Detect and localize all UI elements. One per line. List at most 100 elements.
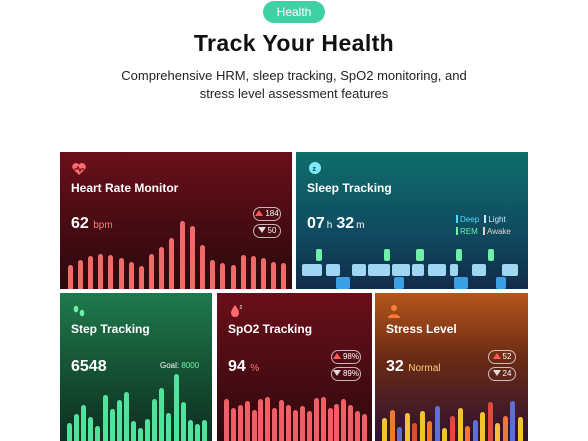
- heart-pulse-icon: [72, 163, 86, 175]
- chart-bar: [434, 406, 440, 441]
- sleep-stage-block: [416, 249, 424, 261]
- chart-bar: [230, 408, 236, 441]
- chart-bar: [382, 418, 388, 441]
- chart-bar: [320, 397, 326, 441]
- sleep-stage-block: [326, 264, 340, 276]
- chart-bar: [123, 392, 129, 441]
- card-title: Heart Rate Monitor: [71, 181, 179, 195]
- chart-bar: [327, 408, 333, 441]
- sleep-stage-block: [392, 264, 410, 276]
- chart-bar: [348, 405, 354, 441]
- step-card: Step Tracking 6548 Goal: 8000: [60, 293, 212, 441]
- chart-bar: [179, 221, 185, 289]
- page-subtitle: Comprehensive HRM, sleep tracking, SpO2 …: [80, 67, 508, 103]
- chart-bar: [465, 426, 471, 441]
- chart-bar: [472, 420, 478, 441]
- chart-bar: [108, 255, 114, 289]
- sleep-stage-block: [472, 264, 486, 276]
- arrow-up-icon: [492, 353, 501, 359]
- chart-bar: [130, 421, 136, 441]
- chart-bar: [210, 260, 216, 289]
- card-title: Step Tracking: [71, 322, 150, 336]
- spo2-card: 2 SpO2 Tracking 94 % 98% 89%: [217, 293, 372, 441]
- sleep-duration: 07 h 32 m: [307, 215, 365, 232]
- svg-text:2: 2: [240, 305, 243, 311]
- arrow-down-icon: [492, 370, 501, 376]
- sleep-stage-block: [394, 277, 404, 289]
- card-title: SpO2 Tracking: [228, 322, 313, 336]
- step-goal: Goal: 8000: [160, 361, 200, 370]
- chart-bar: [419, 411, 425, 441]
- card-title: Sleep Tracking: [307, 181, 392, 195]
- chart-bar: [389, 410, 395, 441]
- chart-bar: [240, 255, 246, 289]
- chart-bar: [299, 406, 305, 441]
- chart-bar: [95, 426, 101, 441]
- chart-bar: [487, 402, 493, 441]
- stress-value: 32 Normal: [386, 358, 441, 375]
- heart-rate-chart: [65, 221, 289, 289]
- chart-bar: [279, 400, 285, 441]
- moon-sleep-icon: z: [309, 162, 321, 174]
- chart-bar: [116, 400, 122, 441]
- chart-bar: [313, 398, 319, 441]
- chart-bar: [152, 399, 158, 441]
- sleep-stage-block: [384, 249, 390, 261]
- chart-bar: [362, 414, 368, 441]
- sleep-stage-block: [368, 264, 390, 276]
- sleep-stage-block: [302, 264, 322, 276]
- chart-bar: [87, 256, 93, 289]
- arrow-down-icon: [257, 227, 266, 233]
- chart-bar: [138, 266, 144, 289]
- chart-bar: [237, 405, 243, 441]
- chart-bar: [74, 414, 80, 441]
- chart-bar: [98, 254, 104, 289]
- sleep-stage-block: [412, 264, 424, 276]
- chart-bar: [201, 420, 207, 441]
- stress-card: Stress Level 32 Normal 52 24: [375, 293, 528, 441]
- chart-bar: [118, 258, 124, 289]
- card-title: Stress Level: [386, 322, 457, 336]
- chart-bar: [81, 405, 87, 441]
- chart-bar: [427, 421, 433, 441]
- chart-bar: [166, 413, 172, 441]
- chart-bar: [495, 423, 501, 441]
- sleep-card: z Sleep Tracking 07 h 32 m Deep Light REM A…: [296, 152, 528, 289]
- chart-bar: [281, 263, 287, 289]
- chart-bar: [199, 245, 205, 289]
- arrow-up-icon: [255, 210, 264, 216]
- chart-bar: [109, 409, 115, 441]
- chart-bar: [517, 417, 523, 441]
- spo2-chart: [223, 381, 368, 441]
- spo2-value: 94 %: [228, 358, 260, 375]
- sleep-stage-block: [488, 249, 494, 261]
- sleep-stage-block: [352, 264, 366, 276]
- chart-bar: [223, 399, 229, 441]
- chart-bar: [293, 410, 298, 441]
- subtitle-line-1: Comprehensive HRM, sleep tracking, SpO2 …: [121, 68, 467, 83]
- chart-bar: [355, 411, 361, 441]
- heart-rate-value: 62 bpm: [71, 215, 113, 232]
- legend-rem: REM: [456, 227, 478, 236]
- chart-bar: [502, 416, 508, 441]
- sleep-stage-block: [496, 277, 506, 289]
- chart-bar: [251, 410, 257, 441]
- legend-deep: Deep: [456, 215, 479, 224]
- chart-bar: [67, 265, 73, 289]
- sleep-stage-block: [456, 249, 462, 261]
- heart-max-badge: 184: [253, 207, 281, 221]
- stress-min-badge: 24: [488, 367, 516, 381]
- chart-bar: [265, 397, 271, 441]
- stress-chart: [381, 391, 524, 441]
- sleep-stage-block: [336, 277, 350, 289]
- chart-bar: [230, 265, 236, 289]
- chart-bar: [138, 428, 144, 441]
- chart-bar: [480, 412, 486, 441]
- page-title: Track Your Health: [193, 30, 395, 56]
- heart-rate-card: Heart Rate Monitor 62 bpm 184 50: [60, 152, 292, 289]
- chart-bar: [412, 423, 418, 441]
- sleep-stage-block: [316, 249, 322, 261]
- category-pill: Health: [263, 1, 325, 23]
- chart-bar: [149, 254, 155, 289]
- chart-bar: [159, 388, 165, 441]
